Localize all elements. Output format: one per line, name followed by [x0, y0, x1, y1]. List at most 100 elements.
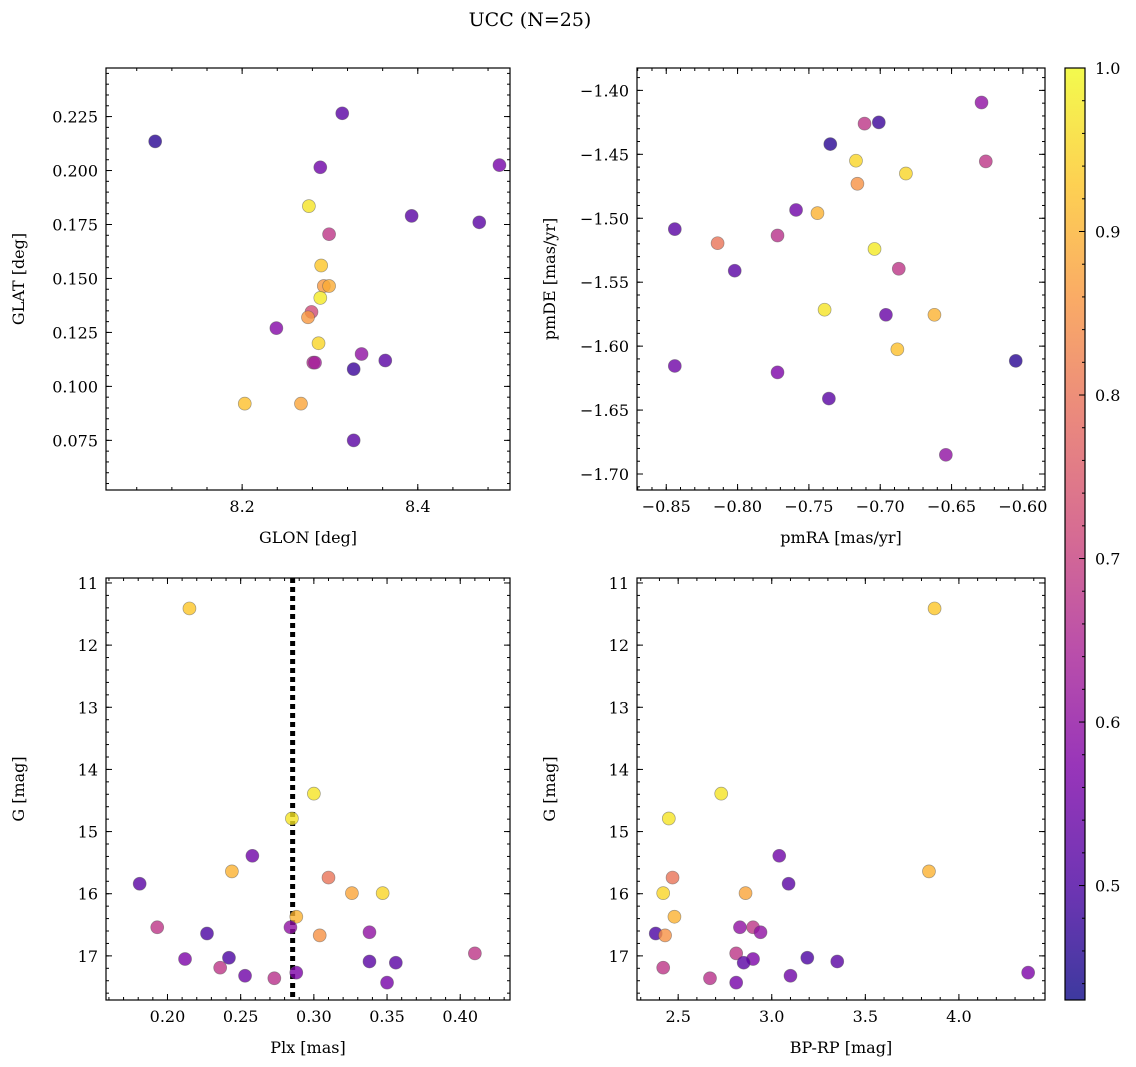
- x-tick-label: 0.20: [150, 1007, 186, 1026]
- scatter-point: [899, 166, 913, 181]
- scatter-point: [148, 134, 163, 149]
- y-tick-label: −1.45: [580, 145, 629, 164]
- colorbar-gradient: [1065, 68, 1085, 1000]
- scatter-point: [150, 920, 165, 935]
- scatter-point: [714, 786, 729, 801]
- scatter-point: [472, 215, 487, 230]
- x-tick-label: 3.5: [853, 1007, 878, 1026]
- x-tick-label: −0.80: [713, 497, 762, 516]
- scatter-point: [178, 952, 192, 966]
- scatter-point: [817, 302, 832, 317]
- x-tick-label: 0.30: [296, 1007, 332, 1026]
- y-tick-label: 14: [609, 760, 629, 779]
- scatter-point: [314, 258, 329, 273]
- y-tick-label: 12: [609, 636, 629, 655]
- y-tick-label: 14: [78, 760, 98, 779]
- scatter-point: [289, 909, 304, 924]
- scatter-point: [656, 886, 671, 900]
- x-tick-label: 8.4: [405, 497, 430, 516]
- y-tick-label: 0.175: [52, 215, 98, 234]
- y-tick-label: −1.55: [580, 273, 629, 292]
- scatter-point: [857, 116, 872, 131]
- scatter-point: [849, 153, 863, 168]
- scatter-point: [781, 876, 796, 891]
- scatter-point: [1021, 965, 1036, 980]
- scatter-point: [703, 971, 717, 986]
- x-tick-label: −0.65: [927, 497, 976, 516]
- scatter-point: [354, 347, 369, 361]
- scatter-point: [245, 848, 260, 863]
- scatter-point: [729, 946, 744, 961]
- scatter-point: [789, 203, 803, 217]
- y-tick-label: 16: [78, 885, 98, 904]
- y-axis-label: GLAT [deg]: [9, 233, 28, 325]
- scatter-point: [182, 601, 197, 616]
- x-tick-label: 8.2: [229, 497, 254, 516]
- y-tick-label: −1.50: [580, 209, 629, 228]
- scatter-point: [656, 960, 671, 975]
- scatter-point: [238, 968, 252, 983]
- scatter-point: [404, 209, 419, 223]
- scatter-point: [890, 342, 905, 357]
- colorbar-tick-label: 0.8: [1095, 386, 1120, 405]
- scatter-point: [362, 925, 377, 940]
- scatter-point: [335, 106, 350, 121]
- y-tick-label: 16: [609, 885, 629, 904]
- scatter-point: [879, 307, 893, 322]
- scatter-point: [772, 848, 787, 863]
- x-tick-label: 4.0: [946, 1007, 971, 1026]
- y-tick-label: −1.40: [580, 81, 629, 100]
- scatter-point: [978, 154, 993, 169]
- y-tick-label: 13: [78, 698, 98, 717]
- panel-bottom-left: 0.20 0.25 0.30 0.35 0.40 11 12 13 14 15 16 17 Plx [m…: [9, 574, 511, 1057]
- scatter-point: [830, 954, 845, 969]
- scatter-point: [200, 926, 214, 941]
- x-tick-label: −0.70: [856, 497, 905, 516]
- x-axis-label: BP-RP [mag]: [790, 1038, 892, 1057]
- x-tick-label: −0.75: [784, 497, 833, 516]
- panel-top-left: 8.2 8.4 0.075 0.100 0.125 0.150 0.175 0.200 0.22…: [9, 67, 511, 547]
- scatter-point: [313, 160, 328, 175]
- panel-top-right: −0.85 −0.80 −0.75 −0.70 −0.65 −0.60 −1.70 −1.65…: [540, 67, 1047, 547]
- scatter-point: [770, 365, 785, 380]
- scatter-point: [294, 396, 308, 411]
- x-axis-label: GLON [deg]: [259, 528, 357, 547]
- y-tick-label: −1.70: [580, 465, 629, 484]
- y-tick-label: 15: [78, 823, 98, 842]
- scatter-point: [822, 391, 836, 406]
- y-tick-label: −1.60: [580, 337, 629, 356]
- y-tick-label: 12: [78, 636, 98, 655]
- scatter-point: [927, 307, 942, 322]
- colorbar-tick-label: 1.0: [1095, 59, 1120, 78]
- scatter-point: [312, 928, 327, 943]
- scatter-point: [800, 950, 815, 965]
- scatter-point: [269, 321, 284, 335]
- scatter-point: [225, 864, 239, 879]
- scatter-point: [132, 876, 147, 891]
- x-axis-label: pmRA [mas/yr]: [780, 528, 902, 547]
- colorbar-frame: [1064, 67, 1086, 1001]
- scatter-point: [492, 158, 507, 172]
- x-tick-label: −0.60: [998, 497, 1047, 516]
- y-tick-label: −1.65: [580, 401, 629, 420]
- y-axis-label: pmDE [mas/yr]: [540, 218, 559, 341]
- scatter-point: [736, 955, 751, 970]
- y-axis-label: G [mag]: [540, 756, 559, 821]
- x-tick-label: 0.25: [223, 1007, 259, 1026]
- scatter-point: [313, 291, 328, 305]
- scatter-point: [285, 811, 299, 826]
- y-tick-label: 15: [609, 823, 629, 842]
- scatter-point: [974, 95, 989, 110]
- x-tick-label: 0.40: [442, 1007, 478, 1026]
- scatter-point: [727, 263, 742, 278]
- scatter-point: [301, 310, 315, 325]
- x-tick-label: 3.0: [759, 1007, 784, 1026]
- scatter-point: [375, 886, 390, 900]
- x-axis-label: Plx [mas]: [270, 1038, 345, 1057]
- scatter-point: [665, 870, 680, 885]
- scatter-point: [213, 960, 228, 975]
- scatter-point: [237, 396, 252, 411]
- scatter-point: [362, 954, 377, 969]
- scatter-point: [810, 206, 825, 220]
